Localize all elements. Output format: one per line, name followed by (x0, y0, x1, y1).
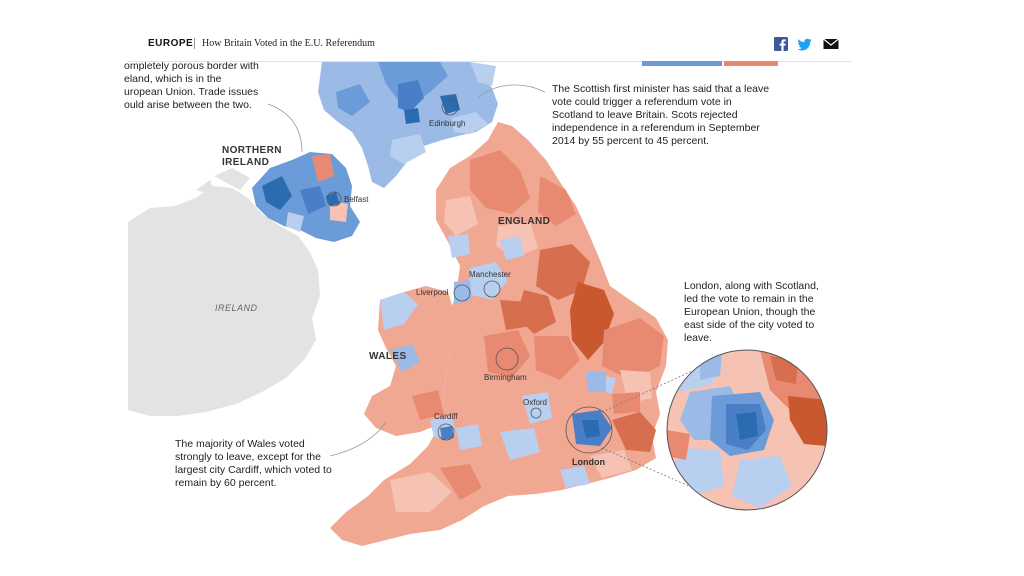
london-annotation: London, along with Scotland, led the vot… (684, 280, 819, 344)
section-label[interactable]: EUROPE (148, 38, 194, 49)
london-label: London (572, 457, 605, 467)
belfast-marker[interactable] (326, 191, 342, 207)
wales-annotation: The majority of Wales voted strongly to … (175, 438, 332, 489)
oxford-label: Oxford (523, 398, 548, 407)
london-zoom-inset[interactable] (667, 350, 827, 510)
cardiff-marker[interactable] (437, 423, 455, 441)
northern-ireland-annotation: ompletely porous border with eland, whic… (124, 60, 259, 111)
birmingham-label: Birmingham (484, 373, 527, 382)
belfast-label: Belfast (344, 195, 369, 204)
birmingham-marker[interactable] (495, 347, 519, 371)
scotland-shape (318, 62, 498, 188)
edinburgh-label: Edinburgh (429, 119, 466, 128)
ireland-landmass (128, 186, 320, 416)
header-divider (194, 38, 195, 49)
ireland-label: IRELAND (215, 303, 258, 313)
edinburgh-marker[interactable] (441, 98, 459, 116)
header-bar: EUROPE How Britain Voted in the E.U. Ref… (128, 28, 852, 66)
article-headline[interactable]: How Britain Voted in the E.U. Referendum (202, 38, 375, 49)
ireland-coast-detail (196, 168, 250, 196)
cardiff-label: Cardiff (434, 412, 458, 421)
wales-label: WALES (369, 351, 407, 362)
northern-ireland-label: NORTHERN IRELAND (222, 145, 282, 168)
color-legend-strip (642, 61, 778, 66)
liverpool-label: Liverpool (416, 288, 449, 297)
twitter-icon[interactable] (798, 37, 812, 51)
england-shape (330, 122, 668, 546)
northern-ireland-shape (252, 152, 360, 242)
liverpool-marker[interactable] (453, 284, 471, 302)
ni-leader-arrow (267, 103, 303, 153)
scotland-leader-arrow (477, 84, 546, 99)
facebook-icon[interactable] (774, 37, 788, 51)
england-label: ENGLAND (498, 216, 551, 227)
london-marker[interactable] (565, 406, 613, 454)
email-icon[interactable] (823, 37, 839, 51)
wales-shape (364, 286, 456, 440)
wales-leader-arrow (329, 421, 387, 457)
oxford-marker[interactable] (530, 407, 542, 419)
manchester-label: Manchester (469, 270, 511, 279)
london-zoom-ring (666, 349, 828, 511)
scotland-annotation: The Scottish first minister has said tha… (552, 83, 770, 147)
manchester-marker[interactable] (483, 280, 501, 298)
